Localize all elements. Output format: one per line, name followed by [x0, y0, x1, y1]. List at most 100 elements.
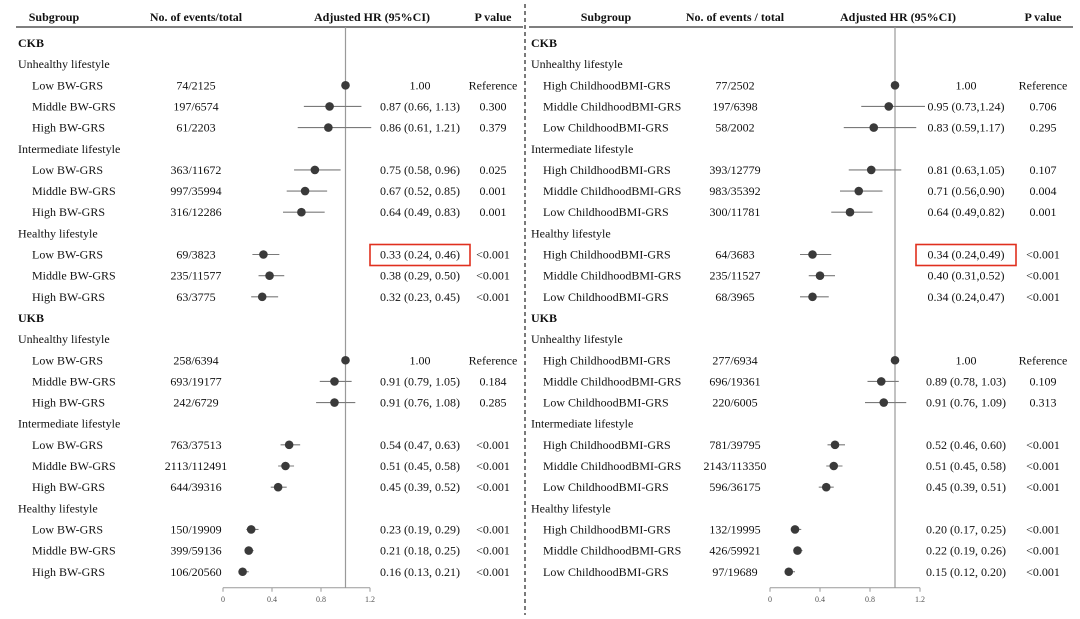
- p-value: <0.001: [1026, 565, 1060, 579]
- column-header: No. of events/total: [150, 10, 243, 24]
- hr-ci-text: 0.95 (0.73,1.24): [928, 99, 1005, 113]
- hr-point: [273, 482, 283, 492]
- subgroup-label: High BW-GRS: [32, 290, 105, 304]
- p-value: <0.001: [1026, 438, 1060, 452]
- events-total: 393/12779: [709, 163, 760, 177]
- subgroup-label: High ChildhoodBMI-GRS: [543, 163, 671, 177]
- hr-ci-text: 0.34 (0.24,0.47): [928, 290, 1005, 304]
- subgroup-label: High ChildhoodBMI-GRS: [543, 438, 671, 452]
- hr-ci-text: 0.81 (0.63,1.05): [928, 163, 1005, 177]
- hr-ci-text: 0.16 (0.13, 0.21): [380, 565, 460, 579]
- hr-point: [281, 461, 290, 471]
- lifestyle-group-label: Intermediate lifestyle: [18, 142, 120, 156]
- hr-point: [259, 250, 268, 259]
- subgroup-label: Middle BW-GRS: [32, 184, 116, 198]
- hr-ci-text: 0.40 (0.31,0.52): [928, 269, 1005, 283]
- hr-point: [866, 165, 876, 175]
- hr-point: [246, 525, 256, 534]
- hr-ci-text: 0.83 (0.59,1.17): [928, 121, 1005, 135]
- p-value: 0.001: [1030, 205, 1057, 219]
- x-tick-label: 1.2: [365, 595, 375, 604]
- hr-point: [784, 567, 794, 577]
- hr-point: [325, 102, 334, 111]
- subgroup-label: Middle ChildhoodBMI-GRS: [543, 269, 681, 283]
- events-total: 2113/112491: [165, 459, 227, 473]
- events-total: 235/11527: [710, 269, 761, 283]
- events-total: 74/2125: [176, 78, 215, 92]
- hr-ci-text: 0.20 (0.17, 0.25): [926, 522, 1006, 536]
- events-total: 997/35994: [170, 184, 221, 198]
- p-value: <0.001: [476, 438, 510, 452]
- highlight-box: [915, 243, 1017, 267]
- subgroup-label: High BW-GRS: [32, 121, 105, 135]
- hr-point: [244, 546, 254, 555]
- subgroup-label: Middle ChildhoodBMI-GRS: [543, 374, 681, 388]
- subgroup-label: High ChildhoodBMI-GRS: [543, 248, 671, 262]
- hr-ci-text: 0.64 (0.49, 0.83): [380, 205, 460, 219]
- hr-point: [265, 271, 274, 280]
- subgroup-label: Low ChildhoodBMI-GRS: [543, 121, 669, 135]
- p-value: <0.001: [476, 565, 510, 579]
- subgroup-label: High ChildhoodBMI-GRS: [543, 78, 671, 92]
- subgroup-label: Low ChildhoodBMI-GRS: [543, 290, 669, 304]
- hr-ci-text: 0.87 (0.66, 1.13): [380, 99, 460, 113]
- p-value: Reference: [469, 78, 518, 92]
- hr-point: [808, 292, 817, 302]
- hr-point: [808, 250, 817, 259]
- x-tick-label: 0.4: [815, 595, 825, 604]
- hr-ci-text: 0.51 (0.45, 0.58): [380, 459, 460, 473]
- hr-point: [879, 398, 889, 407]
- hr-point: [341, 81, 350, 90]
- p-value: <0.001: [1026, 522, 1060, 536]
- x-tick-label: 0: [768, 595, 772, 604]
- hr-point: [257, 292, 267, 302]
- events-total: 68/3965: [715, 290, 754, 304]
- hr-ci-text: 0.52 (0.46, 0.60): [926, 438, 1006, 452]
- events-total: 61/2203: [176, 121, 215, 135]
- events-total: 277/6934: [712, 353, 757, 367]
- subgroup-label: Low BW-GRS: [32, 522, 103, 536]
- subgroup-label: High ChildhoodBMI-GRS: [543, 353, 671, 367]
- column-header: Adjusted HR (95%CI): [840, 10, 956, 24]
- column-header: P value: [474, 10, 512, 24]
- hr-ci-text: 0.86 (0.61, 1.21): [380, 121, 460, 135]
- events-total: 132/19995: [709, 522, 760, 536]
- column-header: Adjusted HR (95%CI): [314, 10, 430, 24]
- lifestyle-group-label: Unhealthy lifestyle: [531, 57, 623, 71]
- p-value: 0.706: [1030, 99, 1057, 113]
- events-total: 596/36175: [709, 480, 760, 494]
- hr-point: [284, 440, 294, 450]
- subgroup-label: Low ChildhoodBMI-GRS: [543, 396, 669, 410]
- subgroup-label: Low BW-GRS: [32, 353, 103, 367]
- hr-ci-text: 0.67 (0.52, 0.85): [380, 184, 460, 198]
- right-forest-panel: Subgroup No. of events / total Adjusted HR…: [529, 10, 1073, 604]
- hr-point: [884, 102, 894, 111]
- lifestyle-group-label: Healthy lifestyle: [18, 226, 98, 240]
- hr-point: [829, 461, 839, 471]
- lifestyle-group-label: Intermediate lifestyle: [18, 417, 120, 431]
- events-total: 197/6398: [712, 99, 757, 113]
- hr-point: [890, 81, 900, 90]
- x-tick-label: 1.2: [915, 595, 925, 604]
- p-value: 0.313: [1030, 396, 1057, 410]
- lifestyle-group-label: Unhealthy lifestyle: [18, 332, 110, 346]
- hr-point: [238, 567, 247, 577]
- p-value: Reference: [469, 353, 518, 367]
- subgroup-label: High ChildhoodBMI-GRS: [543, 522, 671, 536]
- hr-ci-text: 0.38 (0.29, 0.50): [380, 269, 460, 283]
- p-value: <0.001: [1026, 248, 1060, 262]
- x-tick-label: 0.8: [316, 595, 326, 604]
- subgroup-label: Middle ChildhoodBMI-GRS: [543, 184, 681, 198]
- hr-ci-text: 0.32 (0.23, 0.45): [380, 290, 460, 304]
- p-value: <0.001: [476, 480, 510, 494]
- hr-ci-text: 0.34 (0.24,0.49): [928, 248, 1005, 262]
- hr-point: [330, 398, 339, 407]
- hr-point: [876, 377, 886, 386]
- column-header: P value: [1024, 10, 1062, 24]
- hr-ci-text: 0.71 (0.56,0.90): [928, 184, 1005, 198]
- subgroup-label: Middle BW-GRS: [32, 374, 116, 388]
- events-total: 983/35392: [709, 184, 760, 198]
- hr-ci-text: 1.00: [956, 78, 977, 92]
- column-header: Subgroup: [581, 10, 632, 24]
- p-value: <0.001: [1026, 459, 1060, 473]
